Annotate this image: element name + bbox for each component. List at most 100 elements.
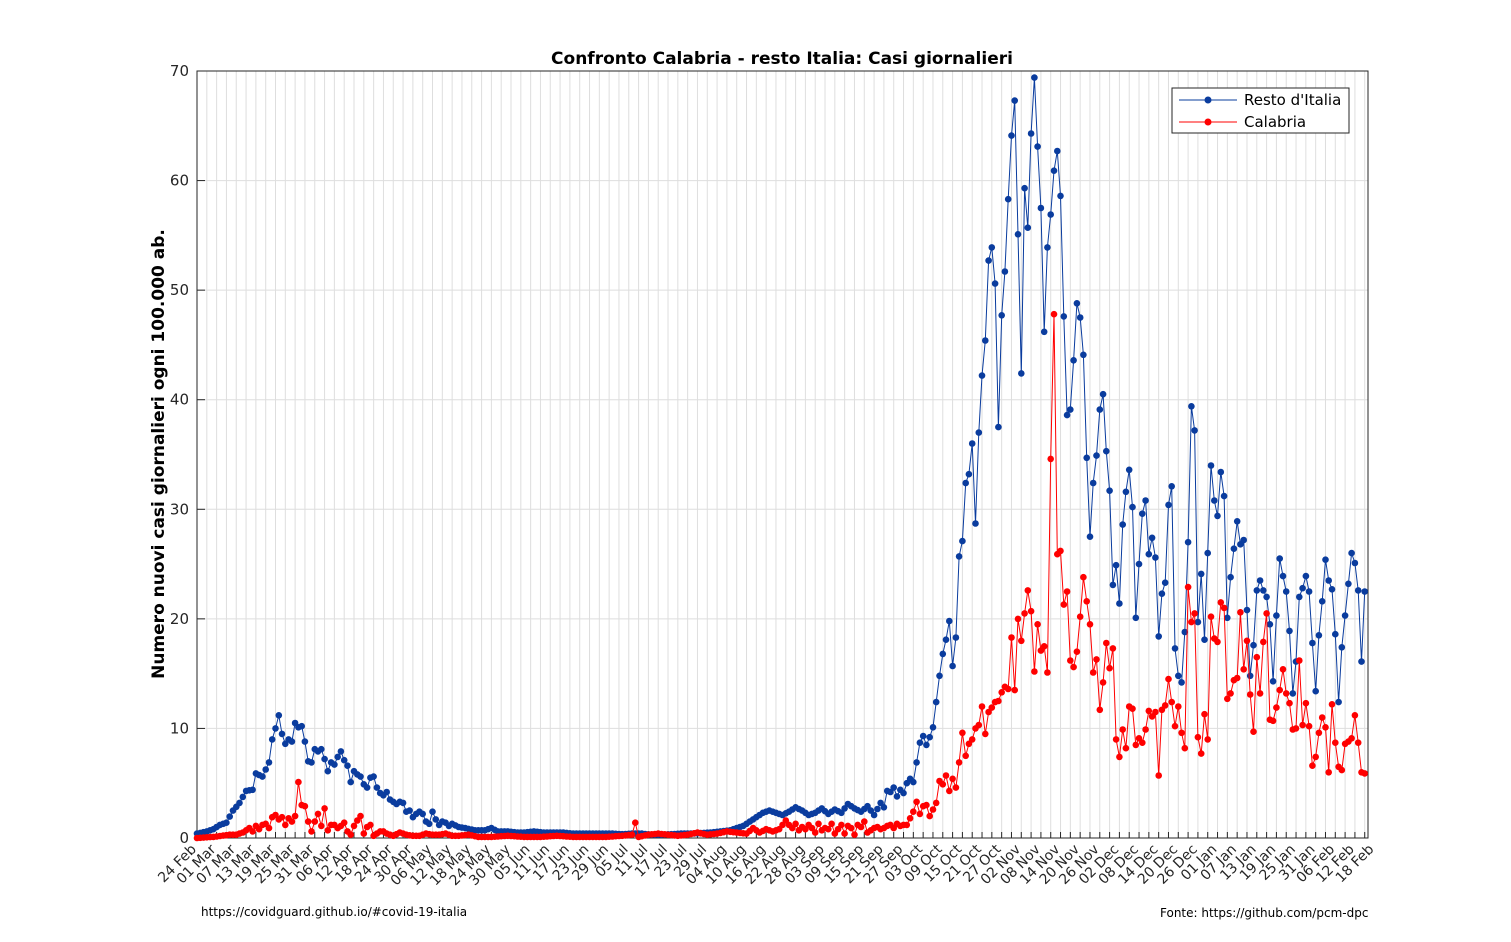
data-point [1122, 744, 1130, 752]
data-point [1260, 638, 1267, 646]
data-point [880, 804, 888, 811]
data-point [334, 753, 342, 761]
data-point [991, 280, 999, 287]
data-point [259, 773, 266, 780]
data-point [272, 725, 279, 732]
data-point [1214, 638, 1221, 646]
y-tick-label: 10 [170, 719, 189, 737]
data-point [1008, 132, 1015, 139]
data-point [265, 824, 273, 832]
y-tick-label: 50 [170, 281, 189, 299]
data-point [1106, 487, 1113, 495]
data-point [1011, 686, 1018, 694]
footer-source-link[interactable]: https://covidguard.github.io/#covid-19-i… [201, 905, 468, 919]
data-point [955, 759, 963, 766]
data-point [1096, 706, 1104, 714]
data-point [1250, 728, 1257, 735]
data-point [278, 813, 286, 821]
data-point [337, 748, 345, 755]
data-point [1112, 561, 1120, 569]
data-point [962, 479, 969, 487]
data-point [1063, 588, 1071, 595]
data-point [838, 821, 845, 829]
data-point [632, 819, 639, 826]
data-point [1260, 587, 1267, 594]
data-point [1054, 147, 1061, 155]
data-point [1060, 601, 1068, 608]
data-point [1214, 512, 1221, 520]
data-point [1018, 370, 1025, 377]
data-point [1315, 632, 1323, 639]
series-layer [193, 74, 1368, 842]
data-point [946, 787, 953, 795]
data-point [360, 830, 368, 837]
data-point [1361, 588, 1368, 595]
data-point [995, 697, 1002, 705]
data-point [1008, 634, 1015, 641]
data-point [1080, 573, 1087, 581]
data-point [1197, 750, 1205, 757]
data-point [223, 819, 230, 826]
data-point [308, 828, 315, 835]
data-point [1296, 657, 1303, 664]
data-point [1155, 633, 1162, 640]
data-point [1309, 639, 1316, 647]
data-point [1282, 690, 1290, 697]
data-point [1070, 357, 1077, 364]
data-point [1021, 610, 1028, 617]
data-point [226, 813, 233, 820]
data-point [1279, 572, 1287, 580]
data-point [1047, 211, 1054, 218]
data-point [1354, 587, 1362, 594]
data-point [236, 799, 243, 807]
data-point [1109, 645, 1117, 652]
data-point [1083, 454, 1090, 462]
data-point [1024, 587, 1032, 594]
data-point [1001, 268, 1009, 275]
data-point [982, 337, 989, 344]
data-point [1161, 579, 1169, 586]
data-point [1004, 685, 1012, 693]
data-point [1057, 192, 1064, 200]
data-point [262, 766, 270, 773]
data-point [1233, 674, 1241, 682]
data-point [1181, 628, 1189, 636]
data-point [1103, 447, 1110, 455]
data-point [1302, 699, 1310, 707]
data-point [304, 818, 312, 825]
data-point [811, 829, 819, 836]
data-point [331, 761, 338, 768]
data-point [1083, 598, 1090, 605]
data-point [1014, 231, 1022, 238]
data-point [968, 440, 976, 447]
data-point [1086, 533, 1094, 540]
data-point [268, 736, 276, 743]
data-point [628, 831, 636, 838]
data-point [949, 662, 956, 670]
data-point [923, 801, 930, 809]
data-point [340, 819, 348, 826]
data-point [942, 636, 950, 643]
data-point [913, 798, 920, 806]
data-point [1354, 739, 1362, 746]
data-point [1335, 698, 1342, 706]
data-point [1237, 609, 1244, 616]
data-point [288, 818, 296, 825]
data-point [295, 778, 302, 786]
data-point [1093, 656, 1100, 663]
data-point [1076, 314, 1084, 321]
data-point [929, 806, 937, 813]
data-point [936, 672, 943, 680]
data-point [1332, 630, 1339, 638]
data-point [367, 821, 374, 829]
data-point [275, 712, 283, 719]
data-point [1315, 729, 1323, 737]
data-point [890, 784, 897, 791]
data-point [1063, 411, 1071, 419]
data-point [906, 815, 914, 822]
data-point [1086, 621, 1094, 628]
data-point [1099, 679, 1107, 686]
legend-box [1171, 87, 1350, 134]
data-point [1119, 726, 1126, 733]
data-point [910, 808, 917, 815]
